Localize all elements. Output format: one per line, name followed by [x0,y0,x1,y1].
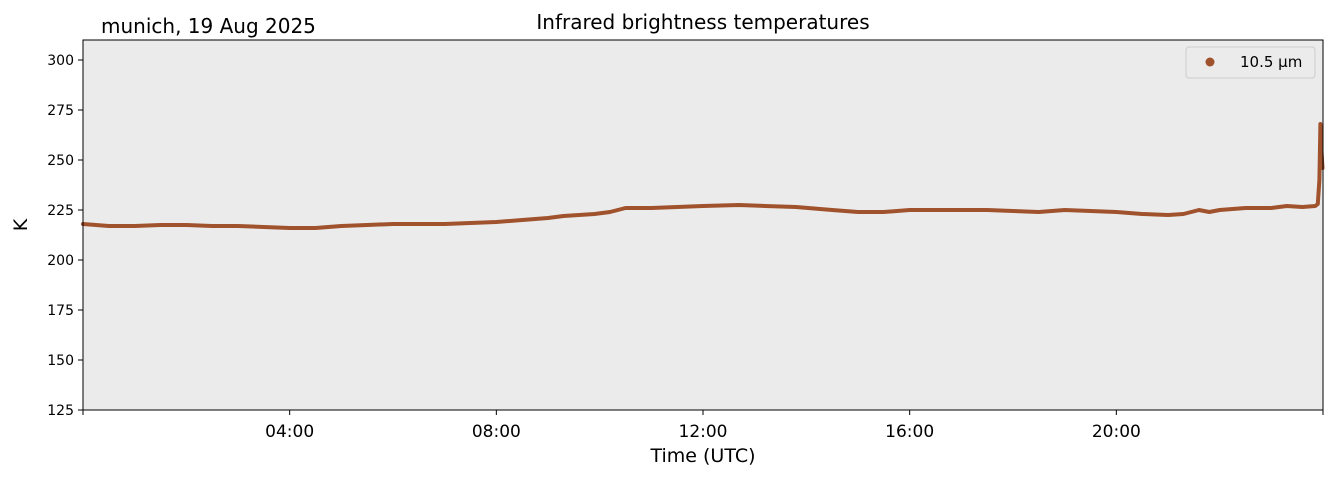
y-tick-label: 175 [47,303,74,319]
y-tick-label: 225 [47,203,74,219]
series-group [81,122,1325,230]
x-axis-label: Time (UTC) [649,445,755,467]
chart-title: Infrared brightness temperatures [536,10,869,34]
y-tick-label: 200 [47,253,74,269]
x-tick-label: 20:00 [1092,422,1141,442]
chart-location-date: munich, 19 Aug 2025 [101,14,316,38]
y-tick-label: 275 [47,103,74,119]
legend-marker [1205,57,1215,67]
y-tick-label: 250 [47,153,74,169]
legend: 10.5 µm [1185,46,1316,79]
y-axis-label: K [10,218,32,231]
y-axis-ticks: 125 150 175 200 225 250 275 300 [47,53,83,419]
legend-box [1185,46,1316,79]
x-axis-ticks: 04:00 08:00 12:00 16:00 20:00 [82,410,1324,442]
series-line [81,122,1325,230]
x-tick-label: 16:00 [885,422,934,442]
x-tick-label: 08:00 [472,422,521,442]
plot-frame [82,39,1324,411]
plot-area [83,40,1323,410]
y-tick-label: 150 [47,353,74,369]
y-tick-label: 300 [47,53,74,69]
x-tick-label: 04:00 [265,422,314,442]
legend-label: 10.5 µm [1240,53,1302,71]
x-tick-label: 12:00 [679,422,728,442]
y-tick-label: 125 [47,403,74,419]
